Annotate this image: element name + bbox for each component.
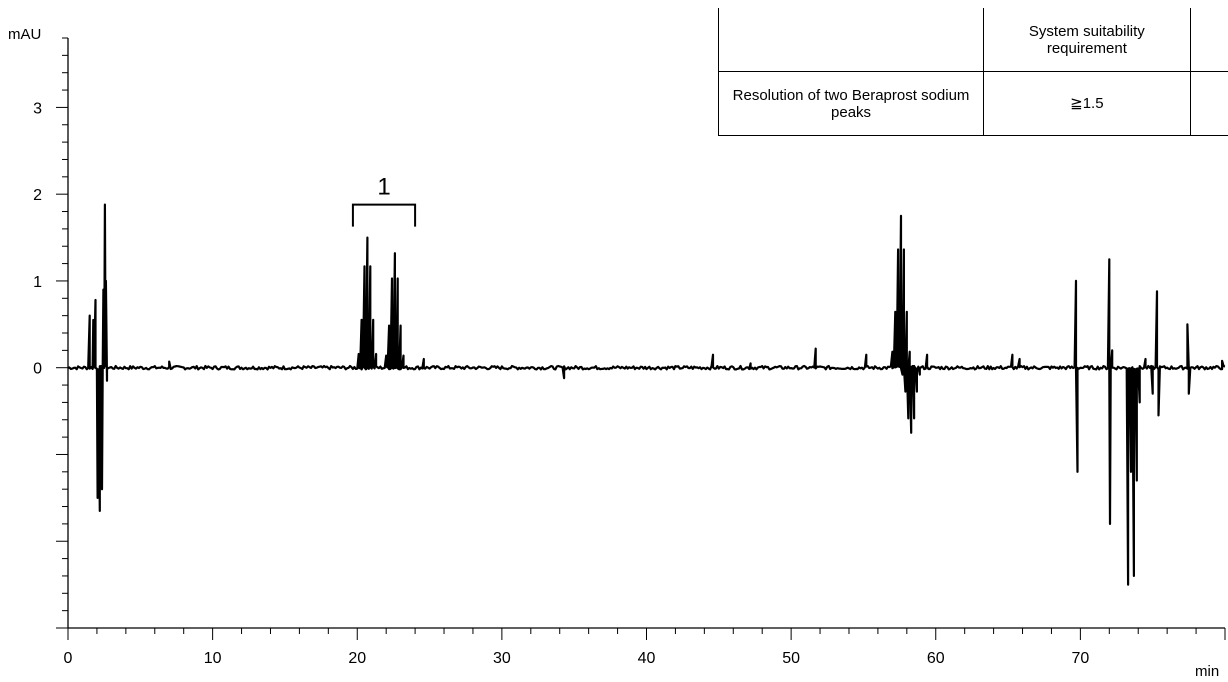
- x-tick-label: 30: [493, 650, 511, 667]
- peak-group-bracket: [351, 203, 417, 227]
- y-tick-label: 3: [33, 100, 42, 117]
- y-tick-label: 2: [33, 187, 42, 204]
- chromatogram-trace: [67, 203, 1226, 586]
- y-tick-label: 0: [33, 361, 42, 378]
- x-tick-label: 70: [1071, 650, 1089, 667]
- tick-labels: 0 10 20 30 40 50 60 70 0 1 2 3: [33, 100, 1089, 667]
- x-axis-label: min: [1195, 663, 1219, 680]
- x-tick-label: 20: [348, 650, 366, 667]
- header-cell-extra: [1189, 8, 1228, 72]
- row-label-cell: Resolution of two Beraprost sodium peaks: [717, 71, 985, 136]
- y-axis-label: mAU: [8, 26, 41, 43]
- x-tick-label: 40: [638, 650, 656, 667]
- peak-annotations: 1: [351, 174, 417, 227]
- x-tick-label: 60: [927, 650, 945, 667]
- x-tick-label: 0: [64, 650, 73, 667]
- system-suitability-table: System suitability requirement Resolutio…: [717, 8, 1228, 136]
- row-value-cell: ≧1.5: [983, 71, 1191, 136]
- table-row: Resolution of two Beraprost sodium peaks…: [717, 71, 1228, 136]
- ticks: [56, 37, 1226, 640]
- x-tick-label: 10: [204, 650, 222, 667]
- header-cell-requirement: System suitability requirement: [983, 8, 1191, 72]
- row-extra-cell: [1189, 71, 1228, 136]
- peak-group-label: 1: [377, 174, 390, 201]
- header-cell-blank: [717, 8, 985, 72]
- table-header-row: System suitability requirement: [717, 8, 1228, 72]
- y-tick-label: 1: [33, 274, 42, 291]
- x-tick-label: 50: [782, 650, 800, 667]
